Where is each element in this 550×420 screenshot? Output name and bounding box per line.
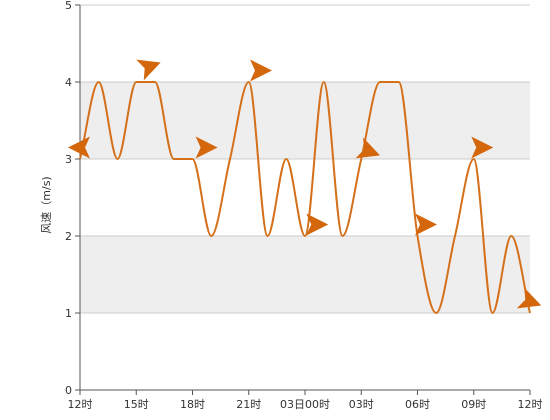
x-tick-label: 06时 — [405, 398, 430, 411]
wind-direction-arrow — [355, 137, 381, 159]
background-band — [80, 236, 530, 313]
wind-direction-arrow — [415, 213, 437, 236]
y-tick-labels: 0 1 2 3 4 5 — [65, 0, 72, 397]
x-tick-label: 15时 — [124, 398, 149, 411]
series-group — [79, 80, 531, 315]
x-tick-label: 18时 — [180, 398, 205, 411]
x-tick-label: 09时 — [461, 398, 486, 411]
wind-speed-line — [79, 80, 531, 315]
y-tick-label: 0 — [65, 384, 72, 397]
y-tick-label: 4 — [65, 76, 72, 89]
x-tick-labels: 12时 15时 18时 21时 03日00时 03时 06时 09时 12时 — [68, 390, 543, 411]
wind-direction-arrow — [516, 287, 542, 309]
x-tick-label: 03时 — [349, 398, 374, 411]
y-tick-label: 2 — [65, 230, 72, 243]
y-tick-label: 1 — [65, 307, 72, 320]
x-tick-label: 12时 — [68, 398, 93, 411]
background-bands — [80, 82, 530, 313]
wind-arrows — [68, 59, 542, 309]
x-tick-label: 03日00时 — [280, 398, 330, 411]
y-tick-label: 5 — [65, 0, 72, 12]
wind-direction-arrow — [250, 59, 272, 82]
wind-direction-arrow — [136, 59, 161, 81]
wind-direction-arrow — [195, 136, 218, 159]
wind-direction-arrow — [471, 136, 494, 159]
wind-direction-arrow — [68, 136, 90, 159]
background-band — [80, 82, 530, 159]
y-tick-label: 3 — [65, 153, 72, 166]
x-tick-label: 21时 — [236, 398, 261, 411]
y-axis-title: 风速（m/s) — [40, 176, 53, 233]
wind-direction-arrow — [306, 213, 329, 236]
x-tick-label: 12时 — [518, 398, 543, 411]
